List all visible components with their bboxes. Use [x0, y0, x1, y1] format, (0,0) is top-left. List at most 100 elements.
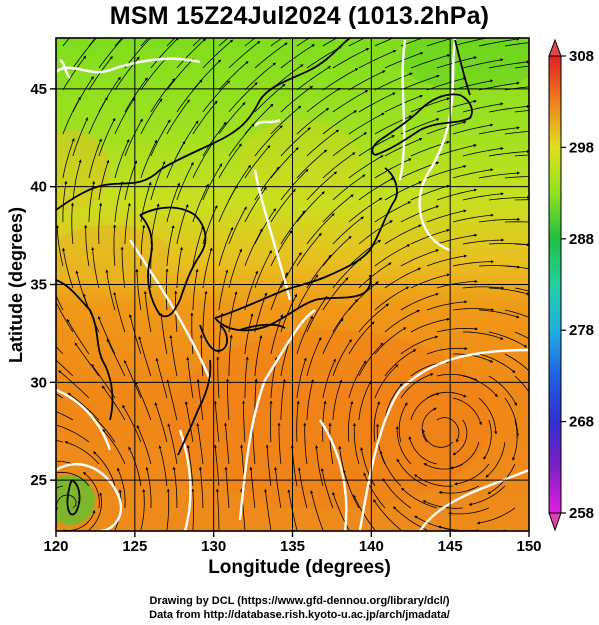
x-axis-label: Longitude (degrees) [208, 557, 391, 578]
streamline [135, 268, 142, 311]
streamline [452, 213, 494, 223]
streamline [462, 238, 505, 245]
streamline [452, 397, 482, 426]
streamline [72, 38, 99, 69]
streamline [436, 417, 460, 443]
streamline [254, 125, 283, 157]
streamline [113, 291, 126, 333]
streamline [401, 487, 438, 509]
streamline [190, 312, 194, 355]
streamline [251, 422, 256, 465]
streamline [436, 188, 478, 201]
streamline [97, 315, 116, 355]
streamline [166, 99, 190, 135]
streamline [244, 228, 263, 267]
streamline [303, 422, 308, 465]
streamline [514, 65, 529, 69]
streamline [82, 471, 100, 509]
streamline [64, 441, 100, 465]
streamline [384, 349, 417, 377]
streamline [56, 424, 90, 443]
streamline [348, 112, 385, 135]
streamline [348, 360, 367, 399]
streamline [306, 87, 341, 113]
streamline [332, 299, 359, 333]
streamline [280, 378, 286, 421]
streamline [296, 232, 322, 267]
streamline [322, 110, 358, 135]
streamline [478, 217, 521, 223]
streamline [74, 342, 100, 377]
streamline [280, 127, 311, 157]
streamline [478, 397, 498, 435]
streamline [462, 147, 504, 157]
streamline [358, 262, 392, 289]
streamline [410, 184, 450, 201]
streamline [124, 38, 153, 69]
streamline [426, 391, 467, 399]
streamline [358, 303, 390, 333]
streamline [400, 373, 434, 399]
streamline [176, 161, 194, 201]
streamline [374, 38, 395, 47]
streamline [504, 265, 529, 270]
streamline [273, 466, 282, 509]
streamline [452, 308, 495, 312]
streamline [332, 379, 343, 421]
streamline [145, 466, 152, 509]
streamline [426, 38, 455, 47]
streamline [306, 337, 322, 377]
streamline [453, 463, 490, 486]
streamline [306, 171, 338, 201]
streamline [448, 507, 490, 516]
streamline [462, 286, 505, 290]
x-tick-label: 125 [122, 538, 147, 555]
streamline [296, 191, 325, 223]
contour-lines [56, 38, 529, 531]
streamline [72, 117, 89, 157]
streamline [400, 335, 439, 355]
streamline [462, 375, 498, 398]
streamline [483, 419, 492, 460]
streamline [374, 286, 410, 311]
x-tick-label: 145 [438, 538, 463, 555]
streamline [421, 407, 437, 443]
streamline [106, 338, 126, 377]
streamline [322, 277, 349, 311]
streamline [384, 309, 421, 333]
streamline [120, 246, 126, 289]
streamline [264, 488, 272, 531]
streamline [56, 471, 90, 487]
streamline [98, 117, 116, 157]
streamline [70, 202, 74, 245]
streamline [98, 159, 110, 201]
streamline [410, 273, 451, 289]
streamline [436, 233, 478, 245]
coastlines [56, 38, 473, 516]
streamline [410, 392, 440, 421]
map-title: MSM 15Z24Jul2024 (1013.2hPa) [109, 2, 490, 30]
streamline [348, 155, 384, 179]
streamline [348, 197, 383, 223]
streamline [426, 300, 468, 311]
streamline [452, 168, 494, 179]
streamline [332, 258, 362, 289]
streamline [122, 404, 142, 443]
streamline [192, 268, 199, 311]
streamline [488, 331, 528, 348]
streamline [102, 429, 126, 465]
streamline [270, 38, 283, 47]
streamline [124, 202, 131, 245]
streamline [373, 499, 402, 531]
streamline [244, 313, 254, 355]
streamline [150, 38, 179, 69]
streamline [322, 400, 327, 443]
streamline [514, 199, 529, 201]
streamline [143, 290, 152, 333]
streamline [228, 82, 258, 113]
streamline [374, 158, 412, 179]
y-tick-label: 25 [30, 472, 47, 489]
streamline [216, 356, 220, 399]
streamline [408, 436, 437, 465]
